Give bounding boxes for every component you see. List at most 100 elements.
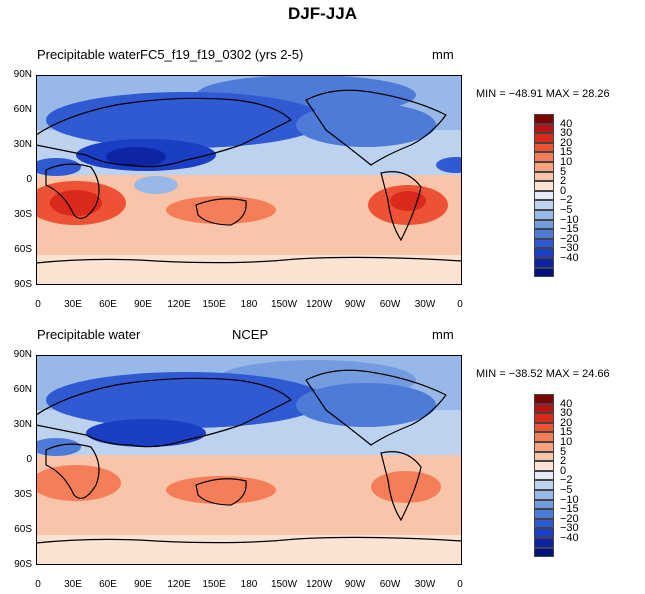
colorbar-label: 0 bbox=[560, 184, 567, 197]
s-america-coast bbox=[380, 171, 422, 242]
panel-ncep: Precipitable water NCEP mm 90N 60N 30N 0… bbox=[0, 324, 645, 594]
colorbar-label: 30 bbox=[560, 407, 573, 420]
x-tick: 150W bbox=[270, 299, 298, 310]
eurasia-coast bbox=[36, 377, 293, 448]
x-tick: 120E bbox=[167, 299, 191, 310]
colorbar-label: 20 bbox=[560, 416, 573, 429]
min-value: −48.91 bbox=[508, 88, 543, 100]
x-tick: 60W bbox=[379, 299, 401, 310]
colorbar-box bbox=[534, 547, 554, 558]
australia-blob bbox=[166, 476, 276, 504]
colorbar-label: 5 bbox=[560, 165, 567, 178]
s-america-core bbox=[390, 191, 426, 211]
y-tick: 60S bbox=[14, 524, 32, 535]
colorbar-label: 2 bbox=[560, 455, 567, 468]
colorbar-box bbox=[534, 161, 554, 172]
x-tick: 90W bbox=[344, 299, 366, 310]
tibet-core bbox=[106, 147, 166, 167]
colorbar-label: 40 bbox=[560, 117, 573, 130]
colorbar-box bbox=[534, 267, 554, 278]
x-tick: 150W bbox=[270, 579, 298, 590]
colorbar-label: −40 bbox=[560, 532, 579, 544]
colorbar-label: −15 bbox=[560, 223, 579, 236]
y-tick: 60N bbox=[13, 104, 32, 115]
colorbar-label: 2 bbox=[560, 175, 567, 188]
colorbar-label: −10 bbox=[560, 493, 579, 506]
colorbar-box bbox=[534, 499, 554, 510]
y-tick: 30S bbox=[14, 209, 32, 220]
tibet-blob bbox=[86, 419, 206, 447]
colorbar-box bbox=[534, 229, 554, 239]
colorbar-label: 20 bbox=[560, 136, 573, 149]
colorbar-box bbox=[534, 123, 554, 134]
x-tick: 0 bbox=[457, 299, 463, 310]
colorbar-label: −2 bbox=[560, 194, 573, 207]
y-tick: 90S bbox=[14, 279, 32, 290]
x-tick: 180 bbox=[240, 299, 258, 310]
colorbar-box bbox=[534, 219, 554, 230]
colorbar-label: 5 bbox=[560, 445, 567, 458]
y-tick: 60N bbox=[13, 384, 32, 395]
colorbar-label: −20 bbox=[560, 512, 579, 525]
australia-coast bbox=[195, 478, 247, 506]
units-label: mm bbox=[432, 47, 454, 62]
antarctica-coast bbox=[36, 536, 462, 544]
colorbar-box bbox=[534, 528, 554, 538]
n-america-coast bbox=[305, 369, 447, 446]
colorbar-box bbox=[534, 518, 554, 529]
colorbar-box bbox=[534, 152, 554, 162]
colorbar-label: −5 bbox=[560, 484, 573, 496]
africa-coast bbox=[45, 163, 100, 219]
contour-map bbox=[36, 355, 462, 565]
x-tick: 150E bbox=[202, 299, 226, 310]
colorbar-label: −10 bbox=[560, 213, 579, 226]
x-tick: 120W bbox=[305, 299, 333, 310]
sahel-blob bbox=[36, 158, 81, 176]
y-tick: 30N bbox=[13, 139, 32, 150]
colorbar-label: 10 bbox=[560, 436, 573, 448]
max-value: 28.26 bbox=[582, 88, 610, 100]
colorbar-label: −30 bbox=[560, 522, 579, 535]
map-frame bbox=[36, 355, 462, 565]
y-tick: 60S bbox=[14, 244, 32, 255]
units-label: mm bbox=[432, 327, 454, 342]
min-value: −38.52 bbox=[508, 368, 543, 380]
colorbar-box bbox=[534, 413, 554, 423]
io-blue bbox=[134, 176, 178, 194]
colorbar-box bbox=[534, 489, 554, 500]
panel-model: Precipitable water FC5_f19_f19_0302 (yrs… bbox=[0, 44, 645, 314]
min-max-label: MIN = −48.91 MAX = 28.26 bbox=[476, 88, 610, 100]
x-tick: 90E bbox=[134, 579, 152, 590]
x-tick: 60E bbox=[99, 299, 117, 310]
colorbar-box bbox=[534, 190, 554, 201]
min-max-label: MIN = −38.52 MAX = 24.66 bbox=[476, 368, 610, 380]
y-tick: 30N bbox=[13, 419, 32, 430]
colorbar-box bbox=[534, 509, 554, 519]
main-title: DJF-JJA bbox=[288, 4, 357, 23]
s-america-coast bbox=[380, 451, 422, 522]
panel-title: NCEP bbox=[232, 327, 269, 342]
colorbar-box bbox=[534, 394, 554, 404]
x-tick: 30E bbox=[64, 579, 82, 590]
colorbar-box bbox=[534, 238, 554, 249]
colorbar-label: 40 bbox=[560, 397, 573, 410]
colorbar-box bbox=[534, 209, 554, 220]
asia-blob bbox=[46, 92, 326, 148]
colorbar-label: −20 bbox=[560, 232, 579, 245]
colorbar-label: −30 bbox=[560, 242, 579, 255]
eurasia-coast bbox=[36, 97, 293, 168]
map-frame bbox=[36, 75, 462, 285]
colorbar-box bbox=[534, 537, 554, 548]
colorbar-label: 15 bbox=[560, 146, 573, 159]
caribbean-blob bbox=[436, 157, 462, 173]
colorbar-label: 10 bbox=[560, 156, 573, 168]
y-tick: 90N bbox=[13, 349, 32, 360]
colorbar-box bbox=[534, 441, 554, 452]
colorbar bbox=[534, 114, 554, 278]
x-tick: 150E bbox=[202, 579, 226, 590]
panel-title: FC5_f19_f19_0302 (yrs 2-5) bbox=[140, 47, 304, 62]
colorbar-label: 15 bbox=[560, 426, 573, 439]
x-tick: 120W bbox=[305, 579, 333, 590]
x-tick: 90W bbox=[344, 579, 366, 590]
colorbar-box bbox=[534, 461, 554, 471]
